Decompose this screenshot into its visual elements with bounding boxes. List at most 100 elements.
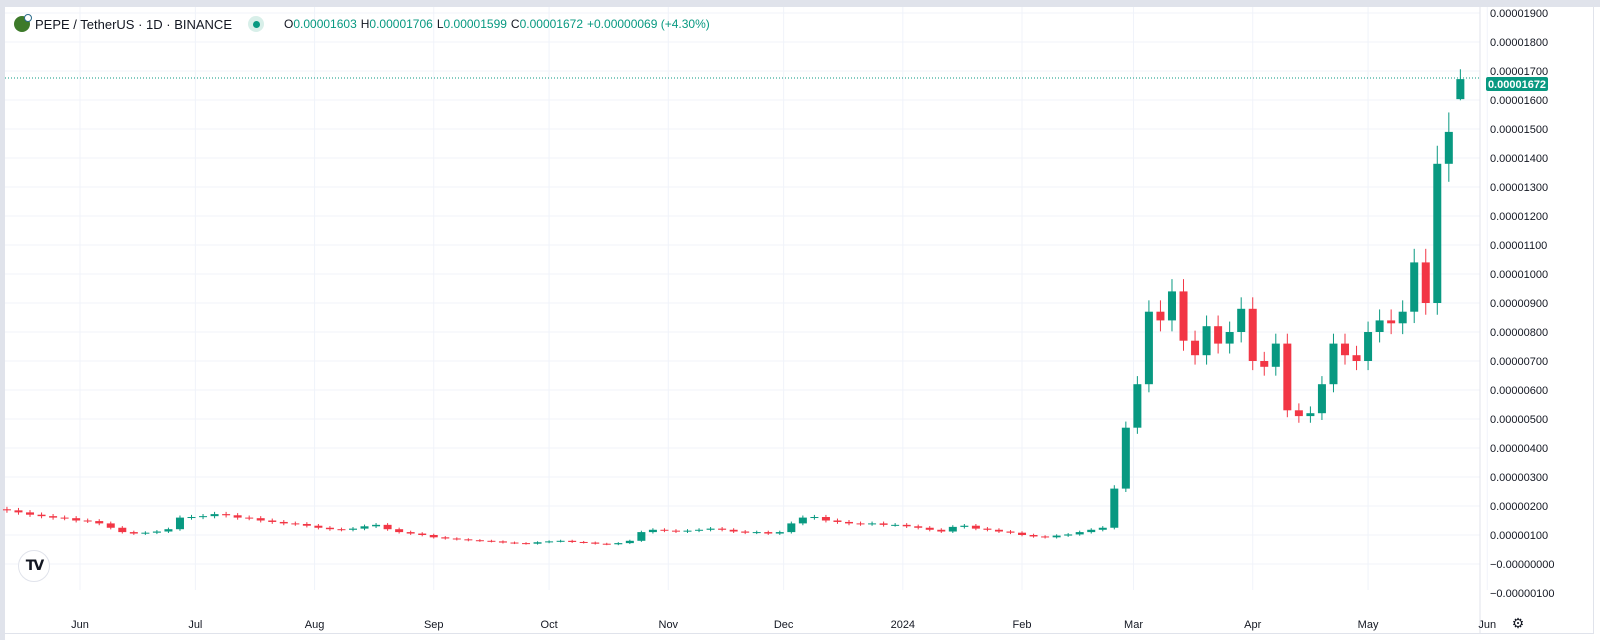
candle-down	[1191, 340, 1200, 356]
candle-down	[1421, 262, 1430, 303]
candle-down	[1179, 291, 1188, 341]
candle-down	[671, 530, 680, 532]
candle-up	[810, 517, 819, 519]
candle-up	[556, 540, 565, 542]
candle-down	[1018, 532, 1027, 535]
candle-down	[579, 541, 588, 543]
candle-down	[510, 542, 519, 544]
candle-up	[868, 523, 877, 525]
price-tick-label: 0.00000300	[1490, 472, 1548, 484]
candle-up	[1364, 332, 1373, 361]
candle-down	[337, 529, 346, 531]
candle-down	[406, 532, 415, 534]
candle-up	[1133, 384, 1142, 428]
candle-up	[360, 526, 369, 529]
candle-up	[1317, 384, 1326, 414]
candle-down	[72, 518, 81, 521]
candle-down	[856, 523, 865, 525]
candle-down	[1006, 531, 1015, 533]
price-tick-label: 0.00001900	[1490, 8, 1548, 20]
candle-up	[1306, 413, 1315, 417]
price-tick-label: 0.00001800	[1490, 37, 1548, 49]
ohlc-low: L0.00001599	[436, 17, 507, 31]
symbol-title[interactable]: PEPE / TetherUS · 1D · BINANCE	[35, 16, 232, 32]
candle-down	[914, 526, 923, 528]
candle-up	[1433, 163, 1442, 303]
candle-down	[821, 517, 830, 521]
candles	[2, 69, 1465, 546]
candle-up	[187, 517, 196, 519]
price-tick-label: 0.00000200	[1490, 501, 1548, 513]
candle-down	[464, 539, 473, 541]
candle-down	[925, 527, 934, 530]
candle-down	[291, 523, 300, 525]
candle-down	[983, 528, 992, 530]
last-price-badge	[1486, 77, 1548, 91]
candle-down	[971, 525, 980, 529]
time-axis-background	[5, 590, 1480, 633]
time-tick-label: Apr	[1244, 619, 1261, 631]
candle-down	[395, 529, 404, 533]
candle-up	[1456, 79, 1465, 100]
candle-down	[1248, 308, 1257, 361]
time-tick-label: Oct	[541, 619, 558, 631]
chart-frame	[5, 7, 1594, 634]
candle-down	[2, 509, 11, 511]
candle-down	[833, 520, 842, 522]
time-tick-label: Jun	[71, 619, 89, 631]
symbol-legend: PEPE / TetherUS · 1D · BINANCE O0.000016…	[14, 14, 710, 32]
candle-up	[752, 532, 761, 534]
candle-up	[199, 516, 208, 518]
time-tick-label: Sep	[424, 619, 444, 631]
candle-up	[175, 517, 184, 530]
candle-down	[475, 540, 484, 542]
candle-down	[902, 524, 911, 527]
market-status-icon[interactable]	[248, 16, 264, 32]
candle-down	[37, 514, 46, 517]
candle-up	[152, 531, 161, 533]
candle-down	[256, 518, 265, 521]
candle-up	[1398, 311, 1407, 324]
tradingview-logo[interactable]: TV	[18, 550, 50, 582]
candle-up	[1064, 534, 1073, 536]
candle-down	[106, 523, 115, 528]
candle-down	[1352, 355, 1361, 361]
candle-up	[798, 517, 807, 524]
price-tick-label: 0.00001600	[1490, 95, 1548, 107]
gear-icon[interactable]: ⚙	[1511, 615, 1525, 631]
ohlc-close: C0.00001672	[510, 17, 583, 31]
candle-up	[1098, 527, 1107, 530]
candle-down	[14, 510, 23, 513]
price-tick-label: 0.00001300	[1490, 182, 1548, 194]
candle-down	[418, 533, 427, 535]
candle-down	[522, 543, 531, 545]
candle-up	[348, 528, 357, 530]
candle-up	[545, 541, 554, 543]
top-border	[0, 0, 1600, 7]
candle-up	[775, 532, 784, 534]
price-tick-label: 0.00000100	[1490, 530, 1548, 542]
candle-down	[233, 515, 242, 518]
price-tick-label: 0.00001400	[1490, 153, 1548, 165]
price-tick-label: 0.00001200	[1490, 211, 1548, 223]
candle-down	[268, 520, 277, 522]
candle-down	[591, 542, 600, 544]
price-tick-label: 0.00000800	[1490, 327, 1548, 339]
candle-up	[1052, 535, 1061, 538]
candle-up	[960, 525, 969, 527]
candle-up	[706, 528, 715, 530]
candle-down	[83, 520, 92, 522]
time-tick-label: Jul	[188, 619, 202, 631]
candle-down	[487, 540, 496, 542]
candle-down	[302, 523, 311, 526]
time-tick-label: Mar	[1124, 619, 1143, 631]
candle-up	[1375, 320, 1384, 332]
candle-up	[141, 532, 150, 534]
price-tick-label: −0.00000100	[1490, 588, 1555, 600]
candle-up	[625, 540, 634, 544]
candle-down	[129, 532, 138, 534]
candle-down	[879, 523, 888, 525]
candle-down	[1341, 343, 1350, 356]
candle-down	[314, 525, 323, 528]
